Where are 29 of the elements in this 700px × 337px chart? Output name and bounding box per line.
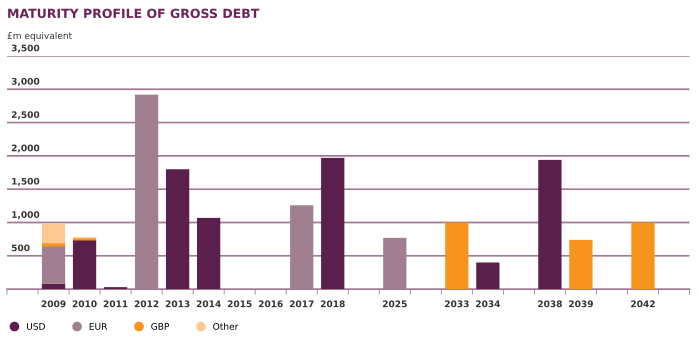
y-tick-label: 2,500: [12, 111, 40, 120]
y-axis-title: £m equivalent: [8, 32, 72, 41]
x-tick-label: 2010: [72, 300, 97, 308]
y-tick-label: 500: [12, 244, 30, 252]
x-tick-label: 2015: [228, 300, 252, 308]
legend-label: EUR: [90, 323, 108, 330]
y-tick-label: 3,000: [12, 78, 40, 86]
legend-label: Other: [213, 322, 238, 330]
x-tick-label: 2012: [134, 300, 158, 308]
y-tick-label: 1,500: [12, 178, 40, 186]
x-tick-label: 2011: [104, 300, 128, 308]
x-tick-label: 2009: [42, 300, 66, 308]
x-tick-label: 2034: [476, 300, 500, 308]
x-tick-label: 2033: [444, 300, 469, 308]
x-tick-label: 2039: [569, 300, 593, 308]
y-tick-label: 3,500: [12, 44, 40, 53]
x-tick-label: 2013: [166, 300, 190, 308]
x-tick-label: 2018: [320, 300, 345, 308]
x-tick-label: 2016: [258, 300, 283, 308]
x-tick-label: 2017: [290, 300, 314, 308]
y-tick-label: 2,000: [12, 144, 40, 153]
legend-label: USD: [26, 323, 45, 330]
x-tick-label: 2042: [631, 300, 655, 308]
y-tick-label: 1,000: [12, 211, 40, 220]
legend-label: GBP: [151, 323, 170, 330]
chart-title: MATURITY PROFILE OF GROSS DEBT: [8, 8, 260, 18]
x-tick-label: 2038: [538, 300, 562, 308]
x-tick-label: 2025: [382, 300, 407, 308]
x-tick-label: 2014: [196, 300, 221, 308]
